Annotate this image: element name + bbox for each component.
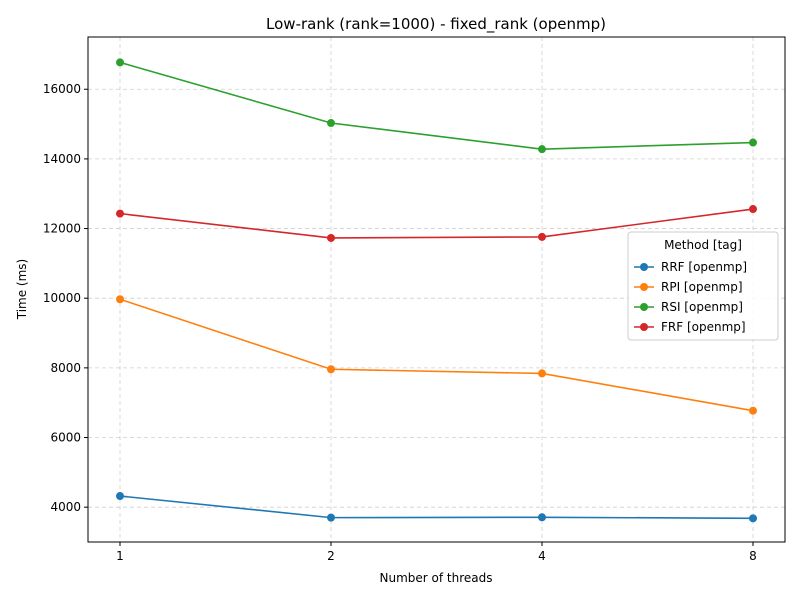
- y-tick-label: 16000: [43, 82, 81, 96]
- data-point: [538, 145, 546, 154]
- legend-entry: FRF [openmp]: [634, 320, 746, 334]
- legend-label: FRF [openmp]: [661, 320, 746, 334]
- data-point: [749, 205, 757, 214]
- plot-area: [87, 36, 786, 543]
- legend: Method [tag] RRF [openmp] RPI [openmp] RSI …: [627, 231, 779, 341]
- legend-label: RPI [openmp]: [661, 280, 743, 294]
- series-line: [119, 61, 754, 150]
- data-point: [538, 513, 546, 522]
- legend-marker: [640, 283, 648, 291]
- y-tick-label: 10000: [43, 291, 81, 305]
- data-point: [116, 58, 124, 67]
- data-point: [116, 295, 124, 304]
- legend-entry: RRF [openmp]: [634, 260, 747, 274]
- data-point: [538, 232, 546, 241]
- y-axis: 4000 6000 8000 10000 12000 14000 16000: [43, 82, 88, 514]
- series-line: [119, 208, 754, 239]
- y-tick-label: 14000: [43, 152, 81, 166]
- data-point: [327, 119, 335, 128]
- data-point: [749, 406, 757, 415]
- x-tick-label: 4: [538, 549, 546, 563]
- series-line: [119, 298, 754, 412]
- legend-marker: [640, 263, 648, 271]
- data-point: [327, 233, 335, 242]
- data-point: [327, 365, 335, 374]
- legend-marker: [640, 303, 648, 311]
- series-layer: [116, 58, 757, 523]
- y-tick-label: 8000: [50, 361, 81, 375]
- y-tick-label: 12000: [43, 222, 81, 236]
- y-tick-label: 6000: [50, 431, 81, 445]
- legend-entry: RPI [openmp]: [634, 280, 743, 294]
- series-1: [116, 295, 757, 415]
- legend-entry: RSI [openmp]: [634, 300, 743, 314]
- x-tick-label: 8: [749, 549, 757, 563]
- data-point: [327, 513, 335, 522]
- legend-title: Method [tag]: [664, 238, 742, 252]
- legend-label: RSI [openmp]: [661, 300, 743, 314]
- series-3: [116, 205, 757, 242]
- x-axis: 1 2 4 8: [116, 542, 757, 563]
- y-axis-label: Time (ms): [15, 259, 29, 321]
- x-tick-label: 1: [116, 549, 124, 563]
- data-point: [749, 514, 757, 523]
- series-2: [116, 58, 757, 154]
- data-point: [116, 492, 124, 501]
- legend-label: RRF [openmp]: [661, 260, 747, 274]
- x-tick-label: 2: [327, 549, 335, 563]
- series-0: [116, 492, 757, 523]
- x-axis-label: Number of threads: [380, 571, 493, 585]
- y-tick-label: 4000: [50, 500, 81, 514]
- chart-title: Low-rank (rank=1000) - fixed_rank (openm…: [266, 15, 606, 34]
- series-line: [119, 495, 754, 520]
- data-point: [749, 138, 757, 147]
- data-point: [116, 209, 124, 218]
- legend-box: [627, 231, 779, 341]
- data-point: [538, 369, 546, 378]
- legend-marker: [640, 323, 648, 331]
